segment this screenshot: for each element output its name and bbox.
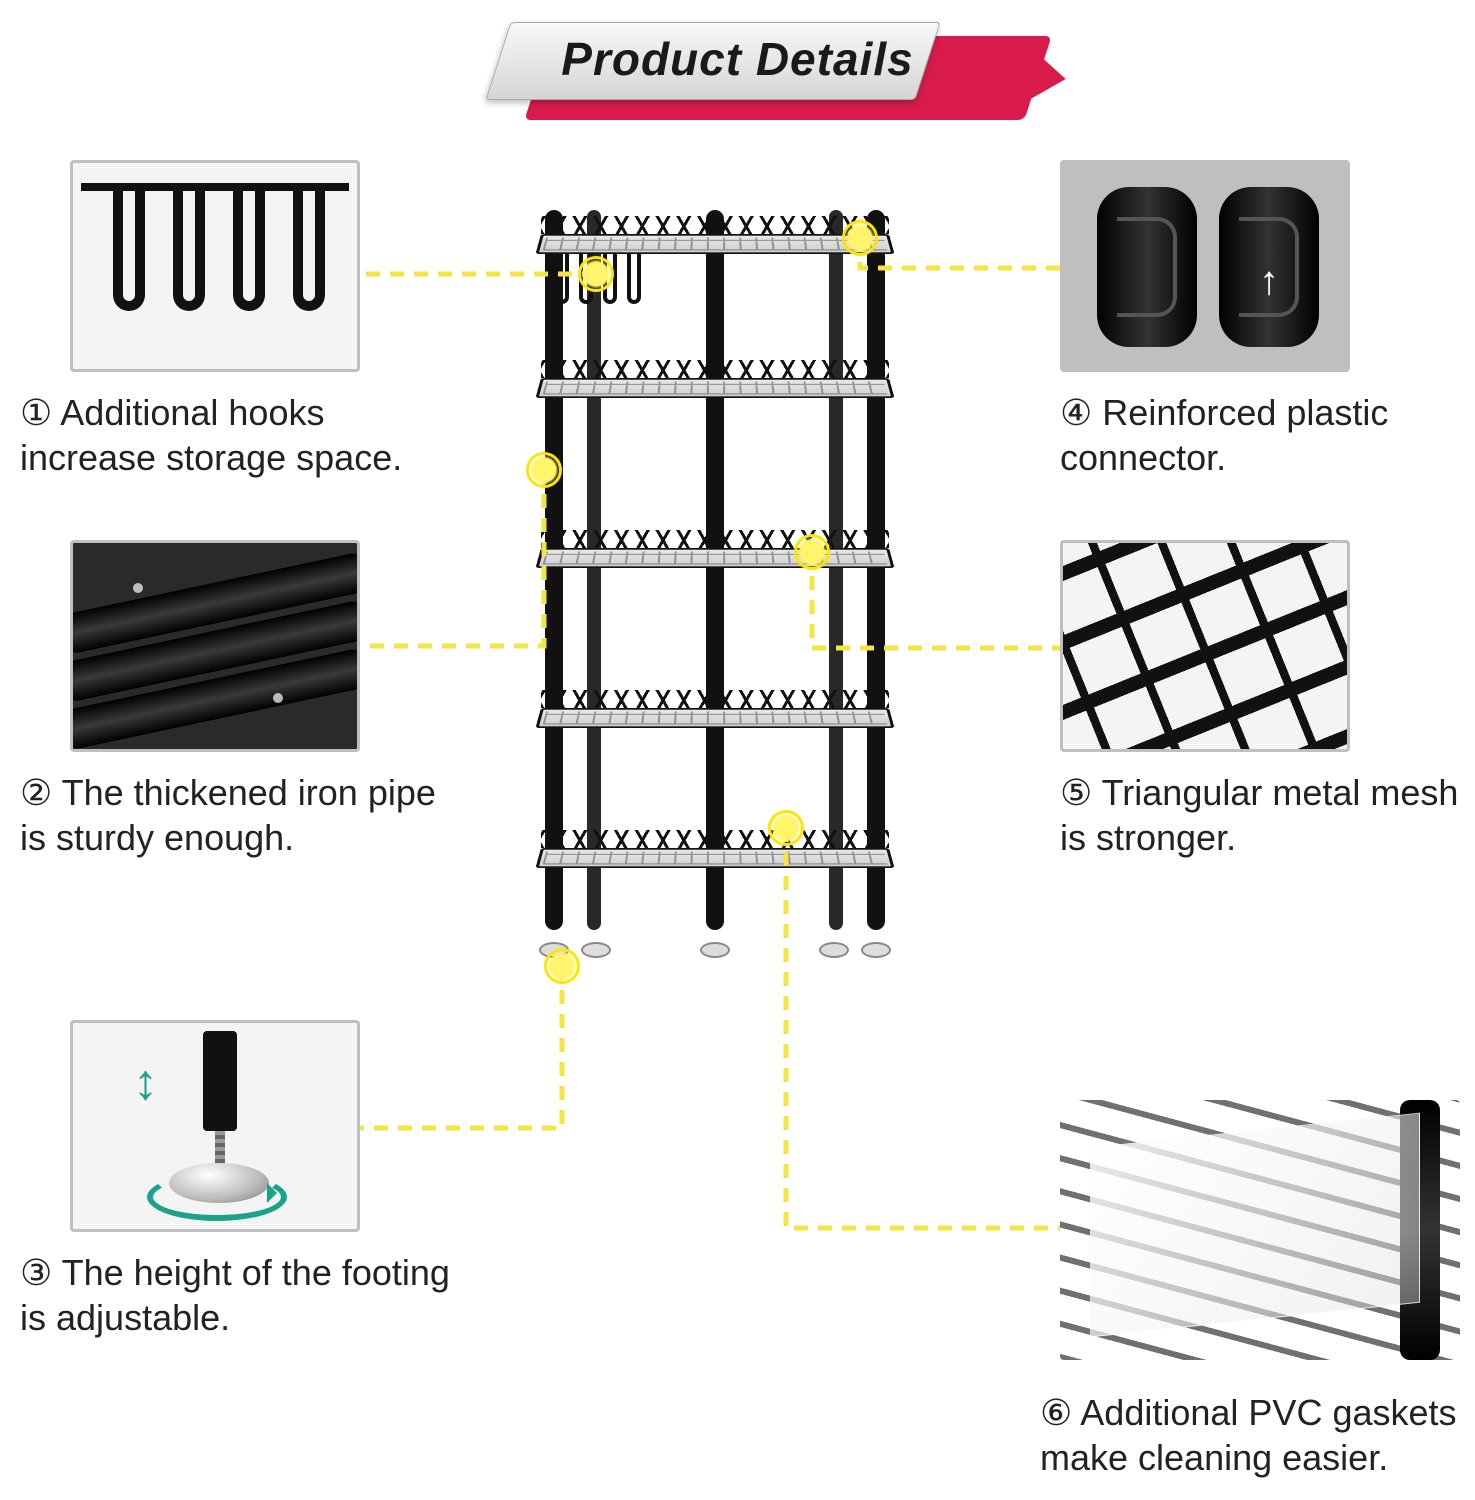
detail-caption-6: ⑥ Additional PVC gaskets make cleaning e…: [1040, 1390, 1475, 1480]
detail-tile-mesh: [1060, 540, 1350, 752]
callout-dot: [842, 220, 878, 256]
callout-dot: [578, 256, 614, 292]
detail-number-2: ②: [20, 772, 52, 813]
page-title: Product Details: [468, 32, 1008, 86]
product-shelf: [545, 210, 885, 930]
detail-text-3: The height of the footing is adjustable.: [20, 1252, 450, 1338]
detail-caption-1: ① Additional hooks increase storage spac…: [20, 390, 450, 480]
rotate-arrow-icon: [147, 1173, 287, 1221]
callout-dot: [544, 948, 580, 984]
detail-caption-5: ⑤ Triangular metal mesh is stronger.: [1060, 770, 1475, 860]
detail-text-6: Additional PVC gaskets make cleaning eas…: [1040, 1392, 1457, 1478]
detail-tile-foot: ↕: [70, 1020, 360, 1232]
callout-dot: [526, 452, 562, 488]
title-banner: Product Details: [468, 18, 1008, 138]
detail-number-5: ⑤: [1060, 772, 1092, 813]
detail-caption-2: ② The thickened iron pipe is sturdy enou…: [20, 770, 450, 860]
detail-text-2: The thickened iron pipe is sturdy enough…: [20, 772, 436, 858]
callout-dot: [794, 534, 830, 570]
detail-caption-3: ③ The height of the footing is adjustabl…: [20, 1250, 450, 1340]
detail-number-3: ③: [20, 1252, 52, 1293]
detail-tile-hooks: [70, 160, 360, 372]
up-arrow-icon: ↑: [1259, 259, 1279, 304]
detail-caption-4: ④ Reinforced plastic connector.: [1060, 390, 1475, 480]
adjust-arrow-icon: ↕: [133, 1053, 158, 1111]
detail-number-6: ⑥: [1040, 1392, 1072, 1433]
detail-number-1: ①: [20, 392, 52, 433]
detail-text-4: Reinforced plastic connector.: [1060, 392, 1388, 478]
detail-tile-pvc: [1060, 1100, 1460, 1360]
callout-dot: [768, 810, 804, 846]
detail-tile-pipes: [70, 540, 360, 752]
detail-text-1: Additional hooks increase storage space.: [20, 392, 402, 478]
detail-tile-connector: ↑: [1060, 160, 1350, 372]
detail-text-5: Triangular metal mesh is stronger.: [1060, 772, 1458, 858]
detail-number-4: ④: [1060, 392, 1092, 433]
